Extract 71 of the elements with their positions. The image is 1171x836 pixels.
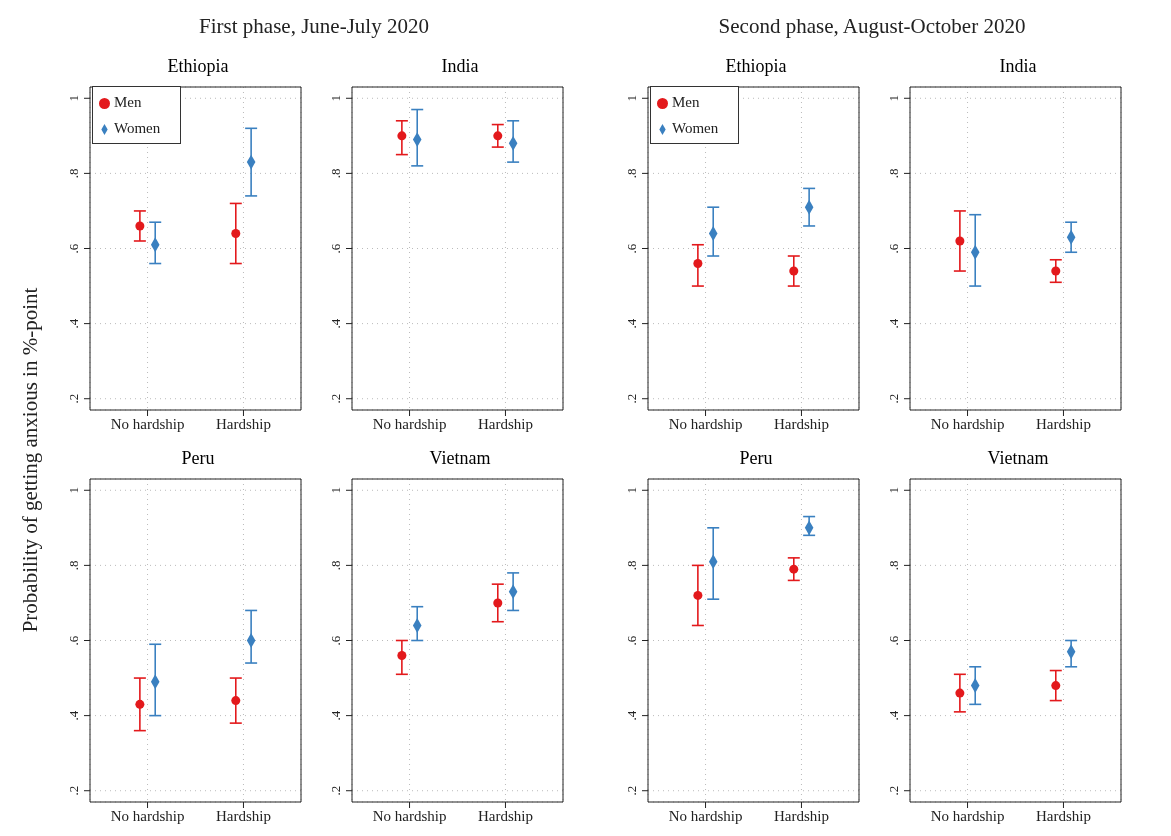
y-tick-label: .2 [328,393,343,404]
y-tick-label: .8 [624,168,639,179]
x-tick-label: No hardship [930,415,1005,432]
legend-label: Women [114,120,161,136]
x-tick-label: No hardship [372,807,447,824]
y-tick-label: .4 [66,318,81,329]
chart-title: Vietnam [428,448,492,470]
y-tick-label: 1 [328,487,343,494]
y-tick-label: .8 [886,168,901,179]
y-tick-label: .2 [66,393,81,404]
x-tick-label: No hardship [668,415,743,432]
legend-label: Men [672,94,700,110]
chart-title: Peru [738,448,774,470]
y-tick-label: .6 [66,243,81,254]
chart-title: Ethiopia [724,56,788,78]
y-tick-label: 1 [624,487,639,494]
y-tick-label: .8 [886,560,901,571]
y-tick-label: 1 [66,95,81,102]
y-tick-label: .6 [624,635,639,646]
y-tick-label: .2 [328,785,343,796]
text: Second phase, August-October 2020 [717,14,1027,39]
y-tick-label: .2 [66,785,81,796]
y-tick-label: .6 [66,635,81,646]
x-tick-label: No hardship [930,807,1005,824]
y-tick-label: .6 [328,635,343,646]
x-tick-label: Hardship [1035,415,1091,432]
y-tick-label: .6 [886,635,901,646]
legend-label: Men [114,94,142,110]
legend-label: Women [672,120,719,136]
y-tick-label: 1 [886,95,901,102]
chart-title: Peru [180,448,216,470]
y-tick-label: .4 [328,710,343,721]
x-tick-label: No hardship [372,415,447,432]
y-tick-label: .4 [624,710,639,721]
chart-title: India [440,56,480,78]
x-tick-label: Hardship [215,807,271,824]
y-tick-label: .4 [66,710,81,721]
y-tick-label: .4 [328,318,343,329]
y-tick-label: .4 [624,318,639,329]
y-tick-label: 1 [328,95,343,102]
y-tick-label: .8 [328,560,343,571]
y-tick-label: .2 [886,393,901,404]
chart-title: Ethiopia [166,56,230,78]
x-tick-label: Hardship [477,415,533,432]
y-tick-label: .6 [328,243,343,254]
y-tick-label: .8 [66,560,81,571]
y-tick-label: .4 [886,318,901,329]
y-tick-label: .2 [624,785,639,796]
y-tick-label: .6 [886,243,901,254]
y-tick-label: .2 [624,393,639,404]
x-tick-label: Hardship [215,415,271,432]
x-tick-label: Hardship [1035,807,1091,824]
x-tick-label: No hardship [110,415,185,432]
y-tick-label: 1 [66,487,81,494]
y-tick-label: 1 [624,95,639,102]
x-tick-label: No hardship [668,807,743,824]
chart-title: Vietnam [986,448,1050,470]
y-tick-label: .4 [886,710,901,721]
x-tick-label: Hardship [477,807,533,824]
y-tick-label: 1 [886,487,901,494]
x-tick-label: Hardship [773,807,829,824]
chart-title: India [998,56,1038,78]
y-tick-label: .8 [66,168,81,179]
y-tick-label: .8 [328,168,343,179]
y-tick-label: .8 [624,560,639,571]
y-axis-title: Probability of getting anxious in %-point [17,287,43,633]
x-tick-label: Hardship [773,415,829,432]
text: First phase, June-July 2020 [198,14,430,39]
x-tick-label: No hardship [110,807,185,824]
y-tick-label: .6 [624,243,639,254]
y-tick-label: .2 [886,785,901,796]
